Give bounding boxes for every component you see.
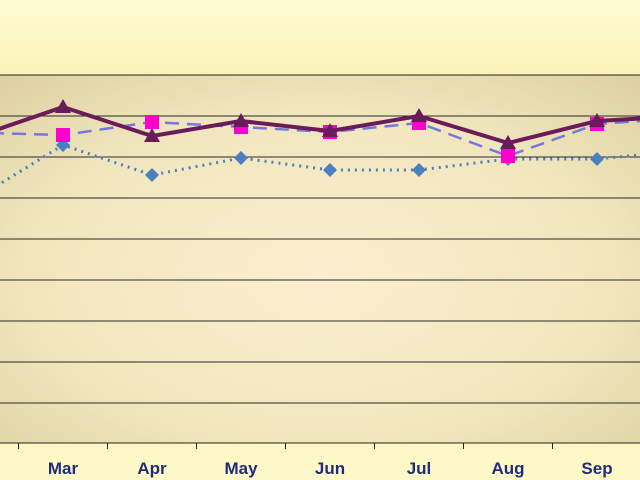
data-point-triangle <box>144 128 160 142</box>
x-tick-label: Apr <box>137 459 167 478</box>
data-point-diamond <box>412 163 426 177</box>
chart-background-top <box>0 0 640 75</box>
x-tick-label: Sep <box>581 459 612 478</box>
data-point-diamond <box>234 151 248 165</box>
axis-label-band <box>0 443 640 480</box>
series-group <box>0 99 640 186</box>
data-point-diamond <box>145 168 159 182</box>
data-point-triangle <box>55 99 71 113</box>
data-point-diamond <box>323 163 337 177</box>
x-tick-label: Aug <box>491 459 524 478</box>
x-axis-ticks <box>18 443 553 449</box>
data-point-triangle <box>411 108 427 122</box>
data-point-square <box>56 128 70 142</box>
data-point-triangle <box>233 113 249 127</box>
data-point-triangle <box>589 113 605 127</box>
x-tick-label: Jul <box>407 459 432 478</box>
gridlines <box>0 115 640 404</box>
data-point-triangle <box>322 123 338 137</box>
data-point-triangle <box>500 135 516 149</box>
x-tick-label: Mar <box>48 459 79 478</box>
data-point-diamond <box>590 152 604 166</box>
data-point-square <box>145 115 159 129</box>
x-axis-labels: Mar Apr May Jun Jul Aug Sep <box>48 459 613 478</box>
data-point-square <box>501 149 515 163</box>
x-tick-label: May <box>224 459 258 478</box>
x-tick-label: Jun <box>315 459 345 478</box>
